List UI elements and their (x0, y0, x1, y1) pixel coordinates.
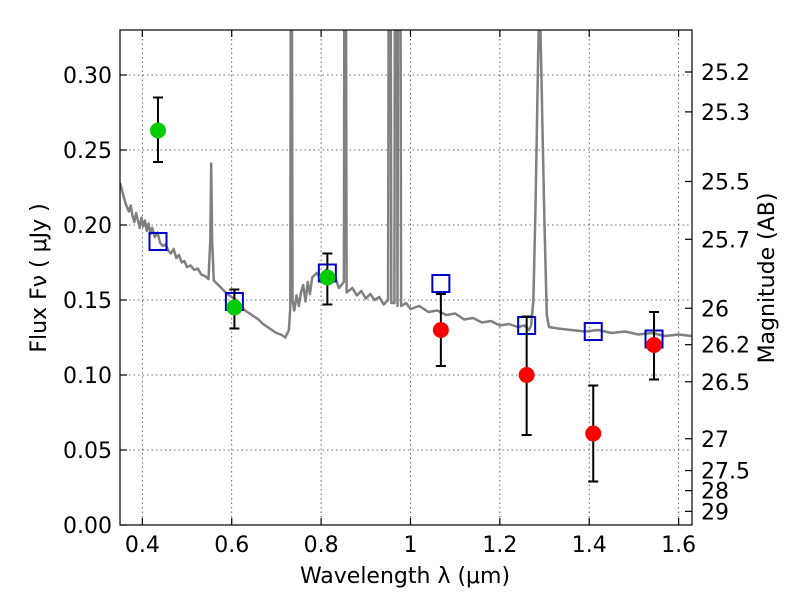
right-axis-label: Magnitude (AB) (755, 193, 780, 364)
y-tick-label: 0.00 (63, 514, 112, 539)
right-tick-label: 27.5 (701, 460, 750, 485)
axis-ticks: 0.4 0.6 0.8 1 1.2 1.4 1.6 0.00 0.05 0.10 0.15 0.20 0… (63, 30, 750, 558)
y-tick-label: 0.20 (63, 214, 112, 239)
observed-point (646, 337, 663, 353)
x-tick-label: 1.4 (572, 533, 607, 558)
right-tick-label: 28 (701, 480, 729, 505)
x-tick-label: 0.8 (304, 533, 339, 558)
y-tick-label: 0.10 (63, 364, 112, 389)
y-tick-label: 0.05 (63, 439, 112, 464)
model-square-point (148, 232, 168, 251)
y-axis-label: Flux Fν ( μJy ) (27, 203, 52, 352)
right-tick-label: 26 (701, 297, 729, 322)
x-tick-label: 1.2 (482, 533, 517, 558)
observed-point (226, 299, 243, 316)
model-square-point (583, 322, 603, 341)
sed-line-layer (120, 30, 692, 339)
right-tick-label: 25.2 (701, 61, 750, 86)
observed-point (319, 269, 336, 286)
right-tick-label: 25.3 (701, 101, 750, 126)
x-tick-label: 1.6 (661, 533, 696, 558)
observed-point (518, 367, 535, 383)
right-tick-label: 26.2 (701, 334, 750, 359)
right-tick-label: 27 (701, 428, 729, 453)
right-tick-label: 25.7 (701, 228, 750, 253)
x-axis-label: Wavelength λ (μm) (300, 564, 510, 589)
x-tick-label: 1 (403, 533, 417, 558)
right-tick-label: 25.5 (701, 171, 750, 196)
marker-layer (148, 96, 664, 483)
right-tick-label: 29 (701, 500, 729, 525)
right-tick-label: 26.5 (701, 371, 750, 396)
x-tick-label: 0.4 (125, 533, 160, 558)
sed-model-line (120, 30, 692, 339)
x-tick-label: 0.6 (214, 533, 249, 558)
observed-point (585, 425, 602, 442)
plot-frame (119, 29, 693, 526)
observed-point (149, 122, 166, 139)
y-tick-label: 0.25 (63, 139, 112, 164)
y-tick-label: 0.30 (63, 64, 112, 89)
observed-point (432, 322, 449, 338)
y-tick-label: 0.15 (63, 289, 112, 314)
grid (120, 30, 692, 526)
model-square-point (431, 274, 451, 293)
